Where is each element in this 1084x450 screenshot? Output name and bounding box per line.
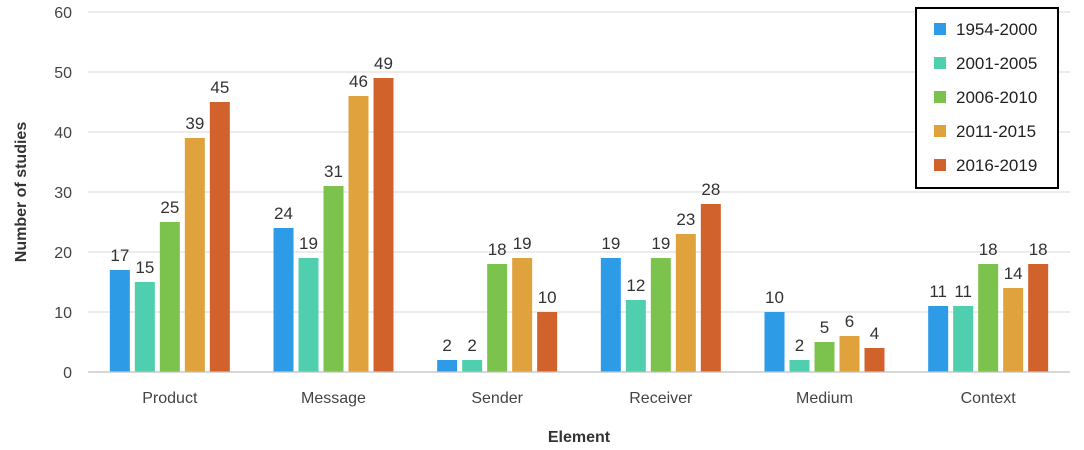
data-label: 2 xyxy=(795,336,804,355)
x-tick-label: Message xyxy=(301,390,366,407)
bar xyxy=(273,228,294,372)
data-label: 18 xyxy=(979,240,998,259)
bar xyxy=(323,186,344,372)
bar xyxy=(953,306,974,372)
bar xyxy=(764,312,785,372)
data-label: 45 xyxy=(210,78,229,97)
x-tick-label: Sender xyxy=(471,390,523,407)
y-tick-label: 20 xyxy=(54,245,72,262)
bar xyxy=(700,204,721,372)
bar xyxy=(1003,288,1024,372)
data-label: 19 xyxy=(299,234,318,253)
bar xyxy=(487,264,508,372)
data-label: 28 xyxy=(701,180,720,199)
x-axis-ticks: Product Message Sender Receiver Medium Contex… xyxy=(142,390,1016,407)
legend-label: 1954-2000 xyxy=(956,20,1037,39)
data-label: 14 xyxy=(1004,264,1023,283)
bar xyxy=(978,264,999,372)
bar xyxy=(134,282,155,372)
bar xyxy=(675,234,696,372)
data-label: 5 xyxy=(820,318,829,337)
bar xyxy=(625,300,646,372)
y-axis-ticks: 0 10 20 30 40 50 60 xyxy=(54,5,72,382)
data-label: 11 xyxy=(954,282,972,301)
bar xyxy=(928,306,949,372)
data-label: 17 xyxy=(110,246,129,265)
data-label: 31 xyxy=(324,162,343,181)
data-label: 18 xyxy=(1029,240,1048,259)
data-label: 25 xyxy=(160,198,179,217)
data-label: 18 xyxy=(488,240,507,259)
legend-label: 2001-2005 xyxy=(956,54,1037,73)
data-label: 11 xyxy=(929,282,947,301)
data-label: 12 xyxy=(626,276,645,295)
data-label: 19 xyxy=(601,234,620,253)
grid-lines xyxy=(88,11,1070,313)
y-tick-label: 10 xyxy=(54,305,72,322)
bar xyxy=(348,96,369,372)
data-label: 49 xyxy=(374,54,393,73)
legend-box xyxy=(915,7,1059,189)
bar xyxy=(109,270,130,372)
data-label: 4 xyxy=(870,324,879,343)
legend-swatch xyxy=(934,91,946,103)
legend-swatch xyxy=(934,159,946,171)
data-label: 10 xyxy=(538,288,557,307)
bars xyxy=(109,78,1049,372)
y-tick-label: 30 xyxy=(54,185,72,202)
bar xyxy=(814,342,835,372)
bar xyxy=(789,360,810,372)
bar xyxy=(184,138,205,372)
data-label: 6 xyxy=(845,312,854,331)
bar xyxy=(462,360,483,372)
legend-swatch xyxy=(934,23,946,35)
bar xyxy=(537,312,558,372)
bar xyxy=(839,336,860,372)
bar xyxy=(650,258,671,372)
y-tick-label: 50 xyxy=(54,65,72,82)
legend-swatch xyxy=(934,125,946,137)
legend-swatch xyxy=(934,57,946,69)
data-label: 24 xyxy=(274,204,293,223)
x-tick-label: Product xyxy=(142,390,198,407)
data-label: 15 xyxy=(135,258,154,277)
x-axis-title: Element xyxy=(548,429,611,446)
bar xyxy=(209,102,230,372)
bar xyxy=(864,348,885,372)
y-tick-label: 40 xyxy=(54,125,72,142)
bar xyxy=(373,78,394,372)
y-tick-label: 60 xyxy=(54,5,72,22)
data-label: 19 xyxy=(651,234,670,253)
data-label: 23 xyxy=(676,210,695,229)
data-label: 39 xyxy=(185,114,204,133)
data-label: 46 xyxy=(349,72,368,91)
bar xyxy=(159,222,180,372)
legend-label: 2016-2019 xyxy=(956,156,1037,175)
x-tick-label: Receiver xyxy=(629,390,693,407)
legend: 1954-2000 2001-2005 2006-2010 2011-2015 2016… xyxy=(915,7,1059,189)
x-tick-label: Context xyxy=(961,390,1017,407)
legend-label: 2011-2015 xyxy=(956,122,1036,141)
bar xyxy=(512,258,533,372)
legend-label: 2006-2010 xyxy=(956,88,1037,107)
data-label: 10 xyxy=(765,288,784,307)
y-tick-label: 0 xyxy=(63,365,72,382)
bar xyxy=(1028,264,1049,372)
bar xyxy=(600,258,621,372)
bar xyxy=(298,258,319,372)
bar xyxy=(437,360,458,372)
x-tick-label: Medium xyxy=(796,390,853,407)
data-label: 19 xyxy=(513,234,532,253)
data-label: 2 xyxy=(442,336,451,355)
data-label: 2 xyxy=(467,336,476,355)
y-axis-title: Number of studies xyxy=(13,122,30,263)
